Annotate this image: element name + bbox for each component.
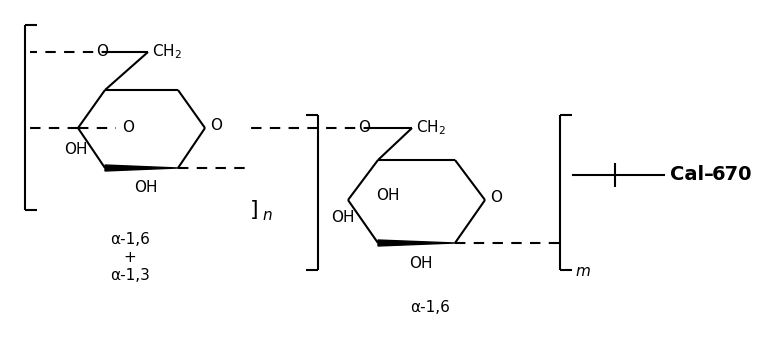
Text: CH$_2$: CH$_2$ [152, 43, 182, 61]
Text: α-1,3: α-1,3 [110, 269, 150, 283]
Text: O: O [210, 119, 222, 133]
Polygon shape [105, 165, 178, 171]
Text: O: O [122, 120, 134, 136]
Text: α-1,6: α-1,6 [410, 300, 450, 316]
Text: $n$: $n$ [262, 208, 273, 222]
Polygon shape [378, 240, 455, 246]
Text: $m$: $m$ [575, 264, 591, 280]
Text: 670: 670 [712, 166, 753, 185]
Text: OH: OH [64, 143, 88, 157]
Text: +: + [124, 251, 136, 265]
Text: α-1,6: α-1,6 [110, 233, 150, 247]
Text: OH: OH [332, 210, 354, 226]
Text: O: O [490, 191, 502, 205]
Text: OH: OH [134, 180, 158, 196]
Text: O: O [96, 44, 108, 60]
Text: ]: ] [250, 200, 259, 220]
Text: O: O [358, 120, 370, 136]
Text: OH: OH [409, 256, 433, 270]
Text: Cal–: Cal– [670, 166, 713, 185]
Text: OH: OH [376, 189, 400, 203]
Text: CH$_2$: CH$_2$ [416, 119, 446, 137]
